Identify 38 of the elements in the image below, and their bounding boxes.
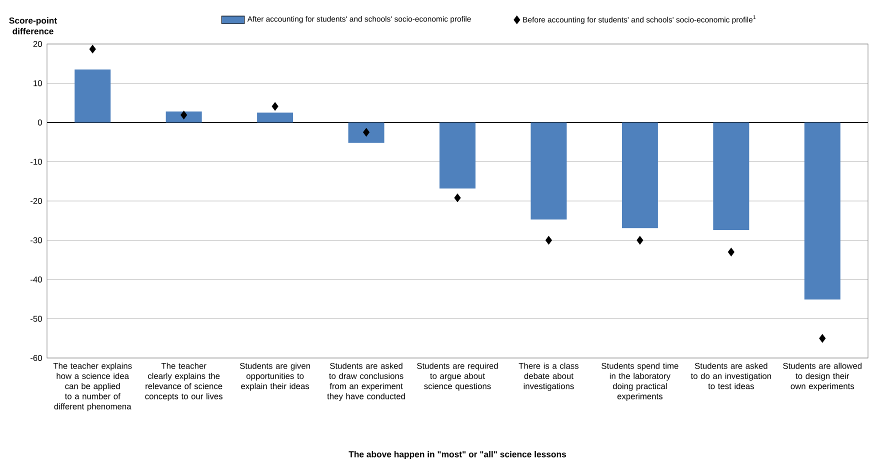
x-tick-label: There is a class debate about investigations xyxy=(518,362,579,391)
point xyxy=(636,236,644,245)
y-tick-label: -60 xyxy=(30,355,42,361)
y-tick-label: -30 xyxy=(30,237,42,244)
y-axis-title: Score-point difference xyxy=(9,17,57,34)
bar xyxy=(804,122,840,300)
bar xyxy=(166,112,202,122)
x-tick-label: Students spend time in the laboratory doing practical experiments xyxy=(602,362,678,401)
bar xyxy=(440,122,476,188)
point xyxy=(545,236,552,245)
x-tick-label: The teacher explains how a science idea can be applied to a number of different phenomena xyxy=(53,362,132,412)
x-tick-label: Students are asked to draw conclusions from an experiment they have conducted xyxy=(327,362,405,401)
y-tick-label: 20 xyxy=(33,41,42,47)
x-tick-label: Students are required to argue about science questions xyxy=(417,362,498,391)
x-axis-title: The above happen in "most" or "all" science lessons xyxy=(348,450,566,460)
x-tick-label: Students are allowed to design their own experiments xyxy=(783,362,862,391)
bar xyxy=(257,112,294,122)
y-tick-label: -40 xyxy=(30,276,42,282)
bar xyxy=(530,122,567,220)
y-tick-label: -50 xyxy=(30,316,42,322)
y-tick-label: 0 xyxy=(38,120,42,126)
bar xyxy=(713,122,750,230)
point xyxy=(454,194,461,202)
y-tick-label: 10 xyxy=(34,80,42,86)
x-tick-label: The teacher clearly explains the relevance of science concepts to our lives xyxy=(145,362,222,401)
x-tick-label: Students are asked to do an investigation to test ideas xyxy=(690,362,771,390)
point xyxy=(728,248,734,256)
point xyxy=(819,334,826,343)
y-tick-label: -20 xyxy=(30,198,42,204)
point xyxy=(180,110,188,120)
point xyxy=(272,102,278,111)
bar xyxy=(74,70,111,122)
point xyxy=(89,44,96,54)
bar xyxy=(622,122,658,228)
y-tick-label: -10 xyxy=(30,158,42,165)
bar xyxy=(348,122,384,143)
x-tick-label: Students are given opportunities to explain their ideas xyxy=(240,362,310,391)
point xyxy=(363,128,370,137)
